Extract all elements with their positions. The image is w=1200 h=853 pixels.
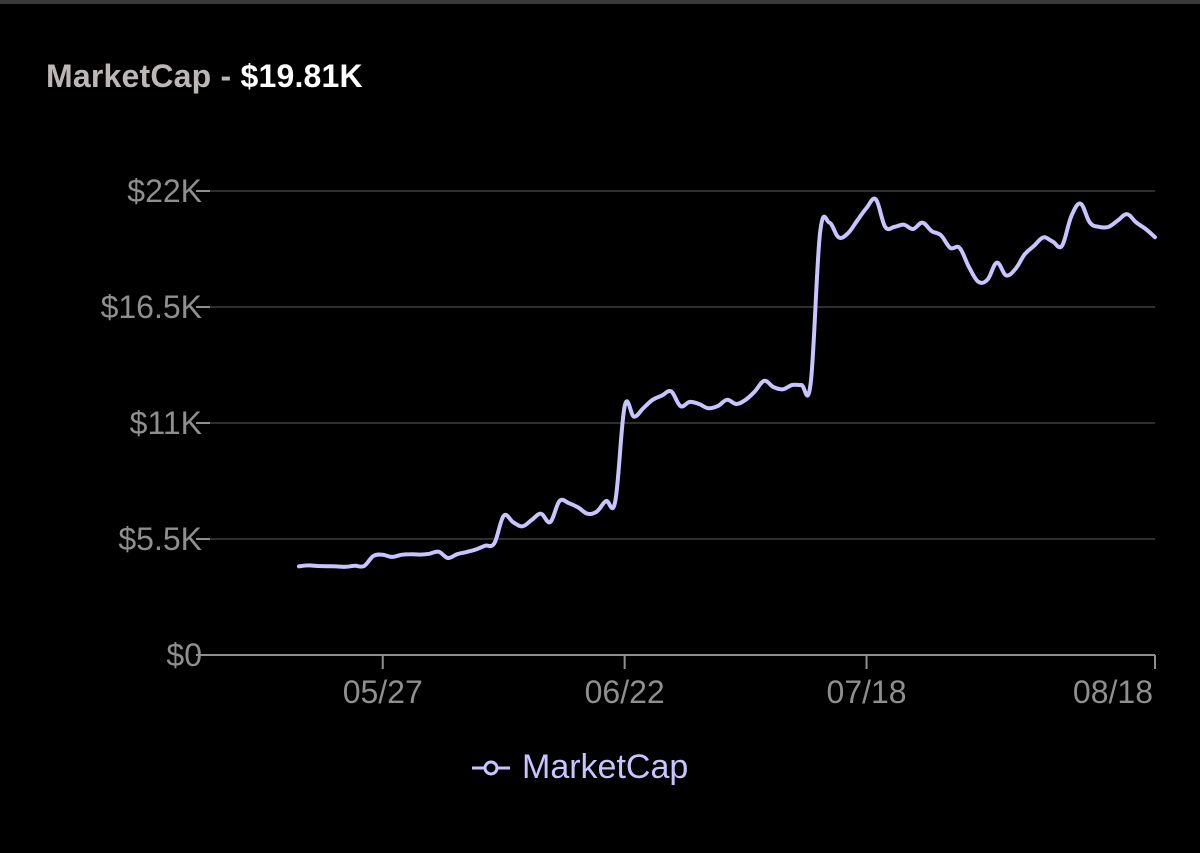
data-point[interactable]: [1065, 210, 1077, 222]
x-tick-label: 07/18: [827, 674, 907, 710]
data-point[interactable]: [535, 508, 547, 520]
header-separator: -: [211, 58, 241, 94]
data-point[interactable]: [814, 227, 826, 239]
data-point[interactable]: [1009, 263, 1021, 275]
y-tick-label: $16.5K: [101, 289, 202, 325]
y-axis: $0 $5.5K $11K $16.5K $22K: [101, 173, 210, 673]
x-axis: 05/27 06/22 07/18 08/18: [210, 654, 1156, 710]
data-point[interactable]: [488, 537, 500, 549]
data-point[interactable]: [740, 394, 752, 406]
series-line-marketcap: [297, 196, 1157, 569]
data-point[interactable]: [851, 215, 863, 227]
data-point[interactable]: [619, 400, 631, 412]
line-circle-icon: [472, 760, 510, 775]
data-point[interactable]: [544, 516, 556, 528]
y-tick-label: $11K: [130, 405, 202, 441]
data-point[interactable]: [916, 217, 928, 229]
data-point[interactable]: [982, 274, 994, 286]
gridlines: [210, 190, 1155, 540]
top-border: [0, 0, 1200, 4]
data-point[interactable]: [1121, 208, 1133, 220]
data-point[interactable]: [805, 377, 817, 389]
y-tick-label: $22K: [127, 173, 202, 209]
data-point[interactable]: [991, 257, 1003, 269]
data-point[interactable]: [1075, 198, 1087, 210]
data-point[interactable]: [870, 193, 882, 205]
data-point[interactable]: [1028, 240, 1040, 252]
x-tick-label: 06/22: [585, 674, 665, 710]
header-value: $19.81K: [240, 58, 363, 94]
data-point[interactable]: [637, 402, 649, 414]
data-point[interactable]: [591, 506, 603, 518]
data-point[interactable]: [749, 385, 761, 397]
x-tick-label: 05/27: [343, 674, 423, 710]
data-point[interactable]: [842, 227, 854, 239]
y-tick-label: $0: [166, 637, 202, 673]
data-point[interactable]: [954, 242, 966, 254]
chart-header: MarketCap - $19.81K: [46, 58, 363, 95]
data-point[interactable]: [861, 202, 873, 214]
x-tick-label: 08/18: [1073, 674, 1153, 710]
data-point[interactable]: [1019, 248, 1031, 260]
data-point[interactable]: [823, 217, 835, 229]
data-point[interactable]: [665, 385, 677, 397]
data-point[interactable]: [1149, 231, 1161, 243]
series-layer: [297, 193, 1161, 572]
data-point[interactable]: [358, 560, 370, 572]
data-point[interactable]: [628, 411, 640, 423]
header-label: MarketCap: [46, 58, 212, 94]
y-tick-label: $5.5K: [118, 521, 202, 557]
data-point[interactable]: [963, 261, 975, 273]
data-point[interactable]: [1056, 240, 1068, 252]
data-point[interactable]: [1140, 223, 1152, 235]
data-point[interactable]: [935, 229, 947, 241]
legend[interactable]: MarketCap: [470, 748, 688, 787]
data-point[interactable]: [609, 495, 621, 507]
legend-label: MarketCap: [522, 748, 689, 786]
